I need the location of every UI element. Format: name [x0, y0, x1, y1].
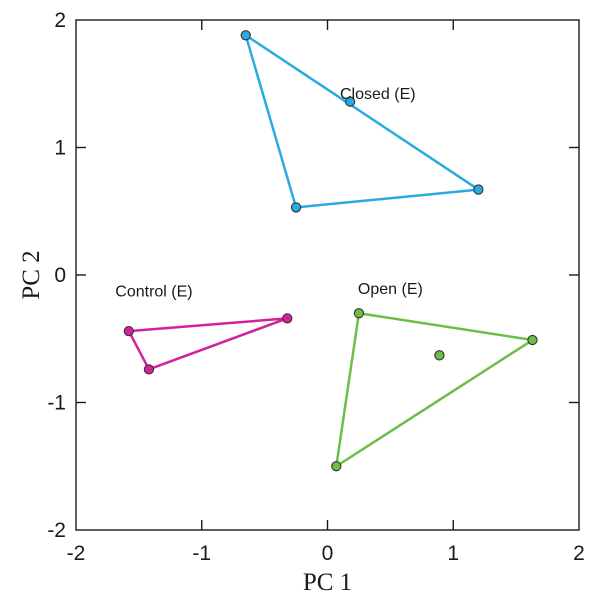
labels-layer: -2 -1 0 1 2 -2 -1 0 1 2 Closed (E) Control (E) Open …: [47, 9, 585, 565]
y-tick-label: -2: [47, 519, 66, 542]
y-tick-label: 1: [54, 137, 66, 160]
annotation-label: Open (E): [358, 281, 423, 298]
data-point: [434, 350, 445, 361]
x-tick-label: -1: [192, 542, 211, 565]
series-outline: [127, 317, 289, 371]
y-tick-label: 2: [54, 9, 66, 32]
data-point: [527, 334, 538, 346]
data-point: [240, 30, 251, 41]
data-point: [473, 184, 484, 195]
series-layer: [123, 30, 538, 472]
x-tick-label: -2: [67, 542, 86, 565]
data-point: [344, 96, 356, 107]
x-tick-label: 0: [322, 542, 334, 565]
x-tick-label: 1: [447, 542, 459, 565]
plot-frame: [75, 19, 580, 531]
data-point: [282, 313, 293, 324]
plot-area: [75, 19, 580, 531]
annotation-label: Closed (E): [340, 86, 416, 103]
annotation-label: Control (E): [115, 284, 192, 301]
x-axis-title: PC 1: [303, 569, 352, 596]
tick-marks: [76, 20, 579, 530]
x-tick-label: 2: [573, 542, 585, 565]
series-1: [123, 313, 293, 375]
y-tick-label: 0: [54, 264, 66, 287]
y-axis-title: PC 2: [18, 250, 45, 299]
data-point: [123, 325, 134, 337]
series-outline: [244, 34, 480, 209]
y-tick-label: -1: [47, 392, 66, 415]
data-point: [290, 202, 302, 213]
data-point: [331, 461, 342, 472]
data-point: [143, 364, 155, 375]
data-point: [353, 308, 365, 319]
series-2: [331, 308, 538, 472]
series-outline: [335, 312, 534, 468]
series-0: [240, 30, 484, 213]
